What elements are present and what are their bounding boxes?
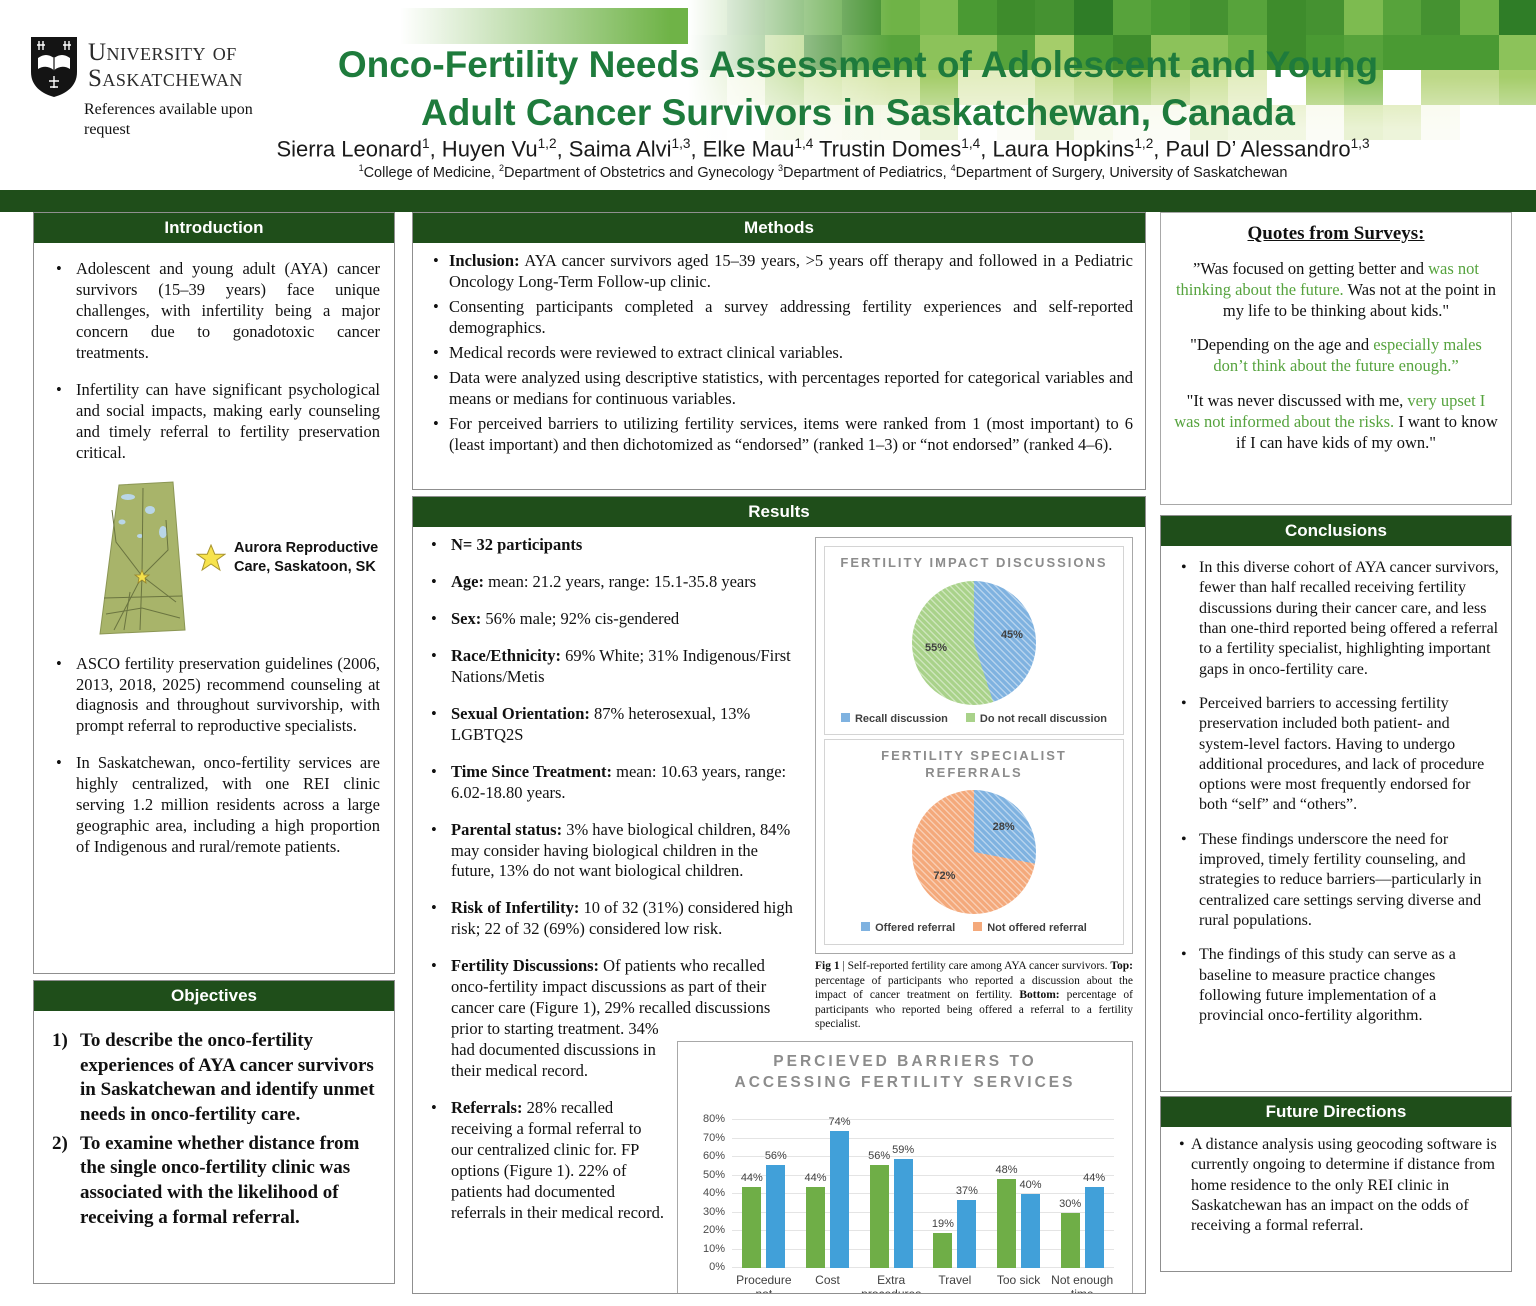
list-item: Fertility Discussions: Of patients who r… [423, 956, 1135, 1082]
chart-title: FERTILITY IMPACT DISCUSSIONS [840, 555, 1108, 570]
list-item: To describe the onco-fertility experienc… [52, 1029, 375, 1126]
list-item: N= 32 participants [423, 535, 1135, 556]
introduction-heading: Introduction [34, 213, 394, 243]
objectives-list: To describe the onco-fertility experienc… [48, 1029, 380, 1231]
results-body: FERTILITY IMPACT DISCUSSIONS 45% 55% Reca… [413, 527, 1145, 1293]
introduction-bullets-top: Adolescent and young adult (AYA) cancer … [48, 259, 380, 464]
introduction-section: Introduction Adolescent and young adult … [33, 212, 395, 974]
methods-section: Methods Inclusion: AYA cancer survivors … [412, 212, 1146, 490]
y-axis-tick: 10% [702, 1242, 725, 1255]
conclusions-bullets: In this diverse cohort of AYA cancer sur… [1173, 558, 1499, 1027]
bar-self: 19% [932, 1218, 954, 1269]
results-heading: Results [413, 497, 1145, 527]
list-item: Time Since Treatment: mean: 10.63 years,… [423, 762, 1135, 804]
poster-title-line2: Adult Cancer Survivors in Saskatchewan, … [421, 92, 1295, 133]
list-item: Perceived barriers to accessing fertilit… [1173, 694, 1499, 816]
conclusions-body: In this diverse cohort of AYA cancer sur… [1161, 546, 1511, 1053]
pie-value-label: 28% [992, 820, 1015, 833]
list-item: "Depending on the age and especially mal… [1190, 335, 1482, 376]
list-item: A distance analysis using geocoding soft… [1171, 1135, 1501, 1237]
authors-line: Sierra Leonard1, Huyen Vu1,2, Saima Alvi… [276, 136, 1370, 162]
methods-body: Inclusion: AYA cancer survivors aged 15–… [413, 243, 1145, 468]
list-item: Referrals: 28% recalled receiving a form… [423, 1098, 1135, 1224]
list-item: In Saskatchewan, onco-fertility services… [48, 753, 380, 858]
conclusions-heading: Conclusions [1161, 516, 1511, 546]
list-item: ASCO fertility preservation guidelines (… [48, 654, 380, 738]
list-item: Medical records were reviewed to extract… [425, 343, 1133, 364]
university-shield-icon [31, 37, 77, 97]
poster-title-line1: Onco-Fertility Needs Assessment of Adole… [337, 44, 1379, 85]
list-item: To examine whether distance from the sin… [52, 1132, 360, 1228]
clinic-star-marker [133, 568, 151, 584]
objectives-section: Objectives To describe the onco-fertilit… [33, 980, 395, 1284]
x-axis-label: Cost [815, 1273, 840, 1288]
list-item: Risk of Infertility: 10 of 32 (31%) cons… [423, 898, 1135, 940]
list-item: Data were analyzed using descriptive sta… [425, 368, 1133, 410]
list-item: Sexual Orientation: 87% heterosexual, 13… [423, 704, 1135, 746]
list-item: ”Was focused on getting better and was n… [1175, 259, 1497, 321]
list-item: Inclusion: AYA cancer survivors aged 15–… [425, 251, 1133, 293]
quotes-section: Quotes from Surveys: ”Was focused on get… [1160, 212, 1512, 505]
x-axis-label: Travel [938, 1273, 972, 1288]
x-axis-label: Not enough time [1051, 1273, 1114, 1294]
list-item: Parental status: 3% have biological chil… [423, 820, 1135, 883]
x-axis-label: Procedure not available [736, 1273, 792, 1294]
list-item: "It was never discussed with me, very up… [1174, 390, 1498, 452]
saskatchewan-map [99, 481, 186, 635]
saskatchewan-map-figure: Aurora Reproductive Care, Saskatoon, SK [96, 480, 380, 636]
list-item: Race/Ethnicity: 69% White; 31% Indigenou… [423, 646, 1135, 688]
objectives-body: To describe the onco-fertility experienc… [34, 1011, 394, 1253]
list-item: These findings underscore the need for i… [1173, 830, 1499, 932]
quotes-heading: Quotes from Surveys: [1247, 223, 1425, 244]
list-item: Adolescent and young adult (AYA) cancer … [48, 259, 380, 364]
x-axis-label: Extra procedures [861, 1273, 922, 1294]
right-column: Quotes from Surveys: ”Was focused on get… [1160, 212, 1512, 1272]
objectives-heading: Objectives [34, 981, 394, 1011]
methods-heading: Methods [413, 213, 1145, 243]
quotes-body: ”Was focused on getting better and was n… [1161, 258, 1511, 453]
list-item: For perceived barriers to utilizing fert… [425, 414, 1133, 456]
left-column: Introduction Adolescent and young adult … [33, 212, 395, 1284]
clinic-label: Aurora Reproductive Care, Saskatoon, SK [234, 539, 378, 575]
future-directions-bullets: A distance analysis using geocoding soft… [1171, 1135, 1501, 1237]
introduction-bullets-bottom: ASCO fertility preservation guidelines (… [48, 654, 380, 859]
methods-bullets: Inclusion: AYA cancer survivors aged 15–… [425, 251, 1133, 456]
pie-value-label: 45% [1000, 629, 1023, 642]
results-section: Results FERTILITY IMPACT DISCUSSIONS 45%… [412, 496, 1146, 1294]
x-axis-label: Too sick [996, 1273, 1041, 1288]
list-item: Age: mean: 21.2 years, range: 15.1-35.8 … [423, 572, 1135, 593]
y-axis-tick: 20% [702, 1224, 725, 1237]
list-item: The findings of this study can serve as … [1173, 945, 1499, 1026]
university-logo: University of Saskatchewan [30, 36, 243, 98]
clinic-label-line1: Aurora Reproductive [234, 540, 379, 557]
list-item: Infertility can have significant psychol… [48, 380, 380, 464]
results-bullets: N= 32 participants Age: mean: 21.2 years,… [423, 535, 1135, 1224]
middle-column: Methods Inclusion: AYA cancer survivors … [412, 212, 1146, 1294]
list-item: Consenting participants completed a surv… [425, 297, 1133, 339]
conclusions-section: Conclusions In this diverse cohort of AY… [1160, 515, 1512, 1092]
pie-value-label: 55% [925, 641, 948, 654]
affiliations-line: 1College of Medicine, 2Department of Obs… [358, 163, 1288, 181]
introduction-body: Adolescent and young adult (AYA) cancer … [34, 243, 394, 890]
x-axis-labels: Procedure not available Cost Extra procedu… [732, 1273, 1114, 1294]
list-item: Sex: 56% male; 92% cis-gendered [423, 609, 1135, 630]
header-gradient-strip [400, 8, 700, 44]
university-name-line2: Saskatchewan [88, 64, 243, 92]
figure-1-box: FERTILITY IMPACT DISCUSSIONS 45% 55% Reca… [815, 537, 1133, 955]
list-item: In this diverse cohort of AYA cancer sur… [1173, 558, 1499, 680]
pie-value-label: 72% [933, 869, 956, 882]
university-name: University of Saskatchewan [88, 36, 243, 98]
future-directions-body: A distance analysis using geocoding soft… [1161, 1127, 1511, 1245]
star-icon [196, 543, 226, 571]
future-directions-section: Future Directions A distance analysis us… [1160, 1096, 1512, 1272]
references-note: References available upon request [84, 101, 253, 138]
future-directions-heading: Future Directions [1161, 1097, 1511, 1127]
header-divider-band [0, 190, 1536, 212]
university-name-line1: University of [88, 39, 237, 66]
clinic-label-line2: Care, Saskatoon, SK [234, 558, 376, 575]
header-mosaic-decoration [688, 0, 1536, 140]
y-axis-tick: 0% [709, 1261, 725, 1274]
